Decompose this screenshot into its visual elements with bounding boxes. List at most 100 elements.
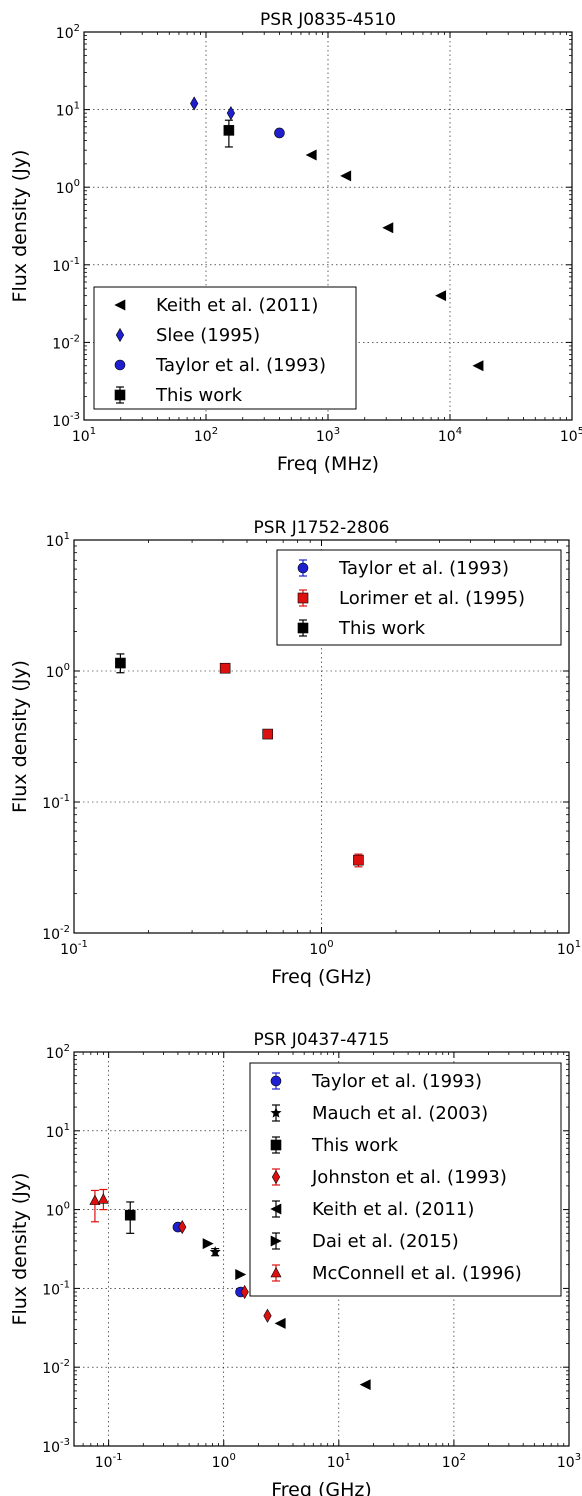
y-tick-label: 10-3 <box>52 411 80 430</box>
series <box>178 1219 272 1323</box>
legend-label: Dai et al. (2015) <box>312 1231 459 1252</box>
legend-label: Slee (1995) <box>156 325 260 346</box>
marker-diamond <box>115 327 125 343</box>
y-tick-label: 10-1 <box>42 1279 70 1298</box>
marker-square <box>297 592 309 604</box>
legend-label: Taylor et al. (1993) <box>338 558 509 579</box>
x-tick-label: 105 <box>560 426 582 445</box>
marker-circle <box>274 127 285 139</box>
marker-diamond <box>271 1169 281 1185</box>
legend-label: Mauch et al. (2003) <box>312 1103 488 1124</box>
plot-frame <box>83 31 573 421</box>
plot-frame <box>73 1051 570 1447</box>
y-tick-label: 100 <box>46 1201 70 1220</box>
marker-diamond <box>190 96 199 111</box>
marker-circle <box>270 1075 282 1087</box>
legend-box <box>276 549 562 646</box>
y-tick-label: 102 <box>56 23 80 42</box>
legend: Taylor et al. (1993) Mauch et al. (2003) T… <box>249 1062 562 1297</box>
chart-title: PSR J0835-4510 <box>260 10 396 30</box>
x-tick-label: 10-1 <box>95 1452 123 1471</box>
y-tick-label: 10-1 <box>42 793 70 812</box>
series <box>89 1188 109 1223</box>
x-tick-label: 101 <box>327 1452 351 1471</box>
marker-triangle-right <box>235 1269 247 1281</box>
legend-label: McConnell et al. (1996) <box>312 1263 522 1284</box>
marker-square <box>124 1209 136 1221</box>
series <box>274 1317 371 1391</box>
y-tick-label: 102 <box>46 1043 70 1062</box>
x-axis-label: Freq (GHz) <box>271 966 372 988</box>
chart-panel-1: 101 102 103 104 105 10-3 10-2 10-1 100 101 102 PSR … <box>9 10 582 475</box>
x-tick-label: 103 <box>557 1452 581 1471</box>
y-tick-label: 101 <box>46 531 70 550</box>
marker-square <box>114 389 126 401</box>
marker-square <box>223 125 235 136</box>
y-tick-label: 101 <box>56 101 80 120</box>
y-tick-label: 10-2 <box>52 333 80 352</box>
marker-square <box>262 728 273 740</box>
legend-label: This work <box>311 1135 399 1156</box>
y-tick-label: 10-1 <box>52 256 80 275</box>
x-axis-label: Freq (GHz) <box>271 1479 372 1496</box>
series <box>115 653 126 674</box>
marker-triangle-left <box>114 299 126 311</box>
x-tick-label: 100 <box>212 1452 236 1471</box>
marker-diamond <box>240 1284 249 1300</box>
x-axis-label: Freq (MHz) <box>277 453 379 475</box>
legend-box <box>249 1062 562 1297</box>
chart-title: PSR J1752-2806 <box>254 518 390 538</box>
series <box>209 1246 221 1257</box>
marker-star <box>209 1246 221 1257</box>
y-tick-label: 101 <box>46 1122 70 1141</box>
series <box>202 1238 247 1281</box>
x-tick-label: 100 <box>309 939 333 958</box>
marker-triangle-right <box>270 1235 282 1247</box>
marker-triangle-right <box>202 1238 214 1250</box>
x-tick-label: 103 <box>316 426 340 445</box>
legend-label: Taylor et al. (1993) <box>311 1071 482 1092</box>
legend-label: This work <box>338 618 426 639</box>
chart-title: PSR J0437-4715 <box>254 1030 390 1050</box>
y-axis-label: Flux density (Jy) <box>9 660 31 813</box>
marker-triangle-left <box>382 222 394 234</box>
marker-triangle-left <box>359 1379 371 1391</box>
legend: Keith et al. (2011) Slee (1995) Taylor et … <box>93 286 357 410</box>
legend-label: Keith et al. (2011) <box>156 295 318 316</box>
series <box>124 1201 136 1234</box>
series <box>274 127 285 139</box>
y-tick-label: 10-2 <box>42 924 70 943</box>
x-tick-label: 101 <box>72 426 96 445</box>
chart-panel-3: 10-1 100 101 102 103 10-3 10-2 10-1 100 101 102 PSR… <box>9 1030 581 1496</box>
x-tick-label: 104 <box>438 426 462 445</box>
legend-label: Lorimer et al. (1995) <box>339 588 525 609</box>
marker-square <box>219 662 231 674</box>
legend-box <box>93 286 357 410</box>
x-tick-label: 102 <box>194 426 218 445</box>
marker-square <box>353 854 364 866</box>
y-tick-label: 10-2 <box>42 1358 70 1377</box>
legend-label: This work <box>155 385 243 406</box>
marker-square <box>270 1139 282 1151</box>
y-tick-label: 100 <box>56 178 80 197</box>
marker-triangle-left <box>274 1317 286 1329</box>
marker-square <box>297 622 309 634</box>
marker-triangle-up <box>270 1266 282 1278</box>
x-tick-label: 10-1 <box>60 939 88 958</box>
series <box>305 149 484 372</box>
legend-label: Taylor et al. (1993) <box>155 355 326 376</box>
series <box>219 662 364 868</box>
x-tick-label: 102 <box>442 1452 466 1471</box>
plot-frame <box>73 539 570 934</box>
marker-triangle-left <box>270 1203 282 1215</box>
y-tick-label: 10-3 <box>42 1437 70 1456</box>
marker-square <box>115 657 126 669</box>
legend: Taylor et al. (1993) Lorimer et al. (1995… <box>276 549 562 646</box>
marker-triangle-left <box>305 149 317 161</box>
x-tick-label: 101 <box>557 939 581 958</box>
series <box>190 96 235 121</box>
legend-label: Johnston et al. (1993) <box>311 1167 507 1188</box>
y-axis-label: Flux density (Jy) <box>9 1173 31 1326</box>
marker-circle <box>297 562 309 574</box>
marker-triangle-left <box>340 170 352 182</box>
